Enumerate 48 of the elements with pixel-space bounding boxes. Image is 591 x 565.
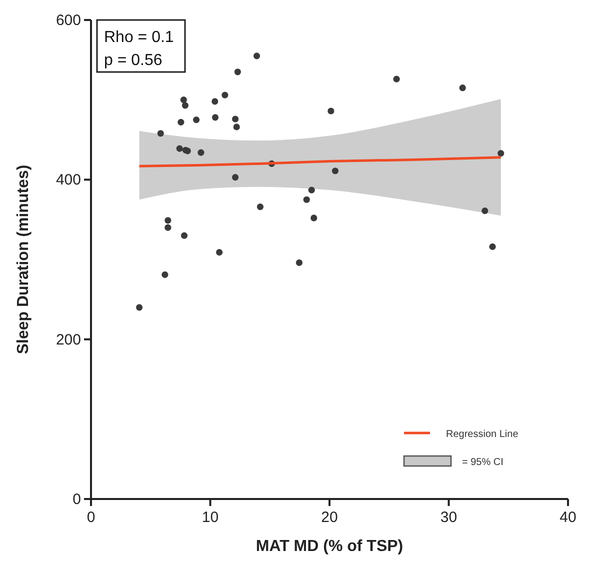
point [157, 130, 164, 137]
point [182, 102, 189, 109]
point [162, 271, 168, 278]
point [193, 116, 200, 124]
y-axis-title: Sleep Duration (minutes) [15, 164, 32, 354]
x-tick-label: 40 [560, 509, 576, 526]
point [180, 232, 188, 239]
point [234, 68, 241, 76]
point [308, 186, 315, 194]
point [328, 108, 334, 114]
x-tick-label: 20 [321, 509, 338, 526]
point [216, 249, 223, 256]
legend-label: Regression Line [446, 429, 519, 440]
x-tick-label: 10 [202, 509, 219, 526]
point [164, 224, 172, 231]
point [178, 118, 184, 126]
point [253, 52, 260, 60]
x-axis-title: MAT MD (% of TSP) [256, 538, 404, 555]
point [393, 76, 400, 82]
point [498, 150, 504, 157]
point [310, 214, 318, 222]
point [212, 114, 219, 121]
point [256, 204, 264, 210]
y-tick-label: 200 [56, 331, 81, 348]
point [212, 98, 218, 105]
point [489, 243, 496, 250]
y-tick-label: 600 [56, 12, 81, 29]
point [180, 96, 187, 104]
point [176, 145, 183, 152]
annotation: Rho = 0.1 [104, 29, 174, 46]
point [136, 304, 143, 311]
point [232, 116, 239, 122]
point [482, 208, 488, 214]
point [222, 92, 228, 98]
point [164, 217, 172, 224]
annotation: = 95% CI [462, 457, 504, 468]
point [233, 124, 240, 130]
point [198, 149, 204, 156]
point [332, 168, 339, 174]
point [303, 196, 310, 203]
y-tick-label: 400 [56, 172, 81, 189]
annotation: p = 0.56 [104, 52, 162, 69]
x-tick-label: 0 [86, 509, 96, 526]
point [296, 259, 303, 266]
y-tick-label: 0 [72, 491, 81, 508]
point [232, 174, 239, 181]
x-tick-label: 30 [440, 509, 458, 526]
point [459, 84, 466, 92]
